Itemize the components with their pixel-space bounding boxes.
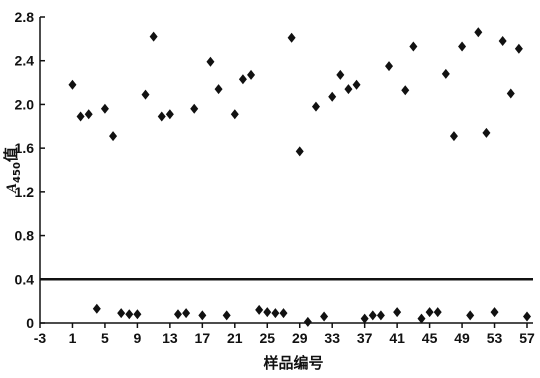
data-point — [182, 308, 191, 319]
x-axis-ticks: -3 1 5 9 13 17 21 25 29 33 37 41 45 49 53 57 — [34, 323, 535, 346]
data-point — [271, 308, 280, 319]
x-tick-label: -3 — [34, 330, 47, 346]
data-point — [506, 88, 515, 99]
data-point — [523, 311, 531, 322]
y-tick-label: 0 — [26, 315, 34, 331]
data-point — [279, 308, 288, 319]
data-point — [409, 41, 418, 52]
data-point — [401, 85, 410, 96]
data-point — [214, 84, 223, 95]
data-point — [417, 313, 426, 324]
data-point — [255, 304, 264, 315]
data-point — [466, 310, 475, 321]
y-axis-label-main: A — [4, 183, 20, 194]
y-axis-ticks: 0 0.4 0.8 1.2 1.6 2.0 2.4 2.8 — [15, 9, 45, 331]
data-point — [109, 131, 118, 142]
data-point — [385, 61, 394, 72]
y-tick-label: 2.8 — [15, 9, 35, 25]
data-point — [173, 309, 182, 320]
x-tick-label: 57 — [519, 330, 535, 346]
data-point — [352, 79, 361, 90]
data-point — [474, 27, 483, 38]
y-tick-label: 1.2 — [15, 184, 35, 200]
x-tick-label: 37 — [357, 330, 373, 346]
y-axis-label-suffix: 值 — [2, 147, 20, 162]
data-point — [368, 310, 377, 321]
y-tick-label: 0.4 — [15, 271, 35, 287]
data-point — [295, 146, 304, 157]
data-point — [157, 111, 166, 122]
x-tick-label: 49 — [454, 330, 470, 346]
data-point — [320, 311, 329, 322]
data-point — [376, 310, 385, 321]
data-point — [514, 43, 523, 54]
data-point — [336, 69, 345, 80]
data-point — [133, 309, 142, 320]
x-tick-label: 13 — [162, 330, 178, 346]
x-tick-label: 41 — [389, 330, 405, 346]
data-points — [68, 27, 531, 327]
data-point — [458, 41, 467, 52]
data-point — [482, 127, 491, 138]
x-tick-label: 21 — [227, 330, 243, 346]
data-point — [206, 56, 215, 67]
data-point — [441, 68, 450, 79]
y-tick-label: 0.8 — [15, 228, 35, 244]
x-tick-label: 33 — [324, 330, 340, 346]
data-point — [222, 310, 231, 321]
data-point — [393, 307, 402, 318]
x-axis-label: 样品编号 — [263, 354, 323, 372]
x-tick-label: 53 — [487, 330, 503, 346]
x-tick-label: 45 — [422, 330, 438, 346]
data-point — [149, 31, 158, 42]
y-tick-label: 2.4 — [15, 53, 35, 69]
data-point — [238, 74, 247, 85]
data-point — [190, 103, 199, 114]
data-point — [76, 111, 85, 122]
y-axis-label-subscript: 450 — [12, 162, 23, 183]
y-axis-label: A450值 — [2, 147, 23, 194]
data-point — [165, 109, 174, 120]
data-point — [100, 103, 109, 114]
data-point — [247, 69, 256, 80]
data-point — [287, 32, 296, 43]
data-point — [311, 101, 320, 112]
data-point — [303, 316, 312, 327]
x-tick-label: 25 — [259, 330, 275, 346]
data-point — [344, 84, 353, 95]
data-point — [230, 109, 239, 120]
data-point — [360, 313, 369, 324]
data-point — [490, 307, 499, 318]
data-point — [449, 131, 458, 142]
x-tick-label: 17 — [195, 330, 211, 346]
x-tick-label: 5 — [101, 330, 109, 346]
data-point — [68, 79, 77, 90]
y-tick-label: 2.0 — [15, 96, 35, 112]
data-point — [198, 310, 207, 321]
x-tick-label: 1 — [69, 330, 77, 346]
data-point — [498, 36, 507, 47]
data-point — [92, 303, 101, 314]
data-point — [263, 307, 272, 318]
x-tick-label: 29 — [292, 330, 308, 346]
data-point — [125, 309, 134, 320]
y-tick-label: 1.6 — [15, 140, 35, 156]
data-point — [84, 109, 93, 120]
x-tick-label: 9 — [134, 330, 142, 346]
data-point — [425, 307, 434, 318]
data-point — [141, 89, 150, 100]
data-point — [117, 308, 126, 319]
data-point — [433, 307, 442, 318]
data-point — [328, 91, 337, 102]
